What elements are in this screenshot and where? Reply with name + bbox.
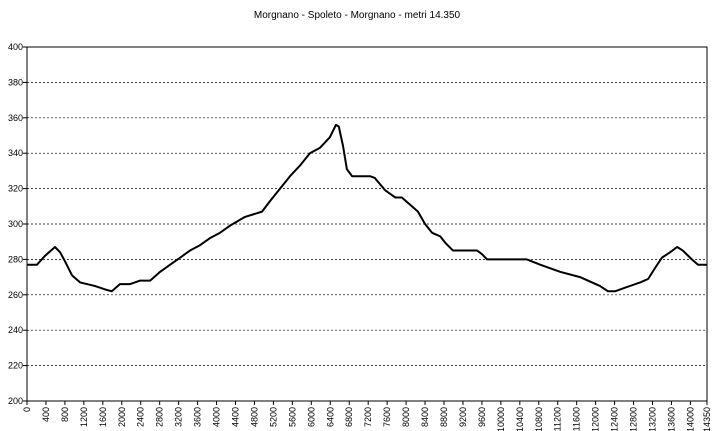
- x-tick-label: 2000: [117, 407, 127, 427]
- x-tick-label: 7200: [363, 407, 373, 427]
- x-tick-label: 12400: [610, 407, 620, 431]
- x-tick-label: 6400: [325, 407, 335, 427]
- x-tick-label: 8400: [420, 407, 430, 427]
- x-tick-label: 400: [41, 407, 51, 422]
- x-tick-label: 2400: [136, 407, 146, 427]
- x-tick-label: 10000: [496, 407, 506, 431]
- x-tick-label: 14000: [685, 407, 695, 431]
- x-tick-label: 14350: [702, 407, 712, 431]
- x-tick-label: 5600: [287, 407, 297, 427]
- x-tick-label: 7600: [382, 407, 392, 427]
- y-tick-label: 400: [8, 42, 23, 52]
- y-tick-label: 380: [8, 77, 23, 87]
- x-tick-label: 8800: [439, 407, 449, 427]
- x-tick-label: 4000: [212, 407, 222, 427]
- x-tick-label: 2800: [155, 407, 165, 427]
- y-tick-label: 280: [8, 254, 23, 264]
- x-tick-label: 1600: [98, 407, 108, 427]
- x-tick-label: 4800: [249, 407, 259, 427]
- x-tick-label: 13600: [666, 407, 676, 431]
- y-tick-label: 340: [8, 148, 23, 158]
- x-tick-label: 3600: [193, 407, 203, 427]
- x-tick-label: 12800: [629, 407, 639, 431]
- x-tick-label: 10400: [515, 407, 525, 431]
- x-tick-label: 13200: [648, 407, 658, 431]
- x-tick-label: 3200: [174, 407, 184, 427]
- x-tick-label: 6800: [344, 407, 354, 427]
- y-tick-label: 200: [8, 396, 23, 406]
- x-tick-label: 1200: [79, 407, 89, 427]
- x-tick-label: 6000: [306, 407, 316, 427]
- x-tick-label: 5200: [268, 407, 278, 427]
- x-tick-label: 12000: [591, 407, 601, 431]
- x-tick-label: 800: [60, 407, 70, 422]
- y-tick-label: 260: [8, 290, 23, 300]
- x-tick-label: 8000: [401, 407, 411, 427]
- y-tick-label: 320: [8, 184, 23, 194]
- y-tick-label: 240: [8, 325, 23, 335]
- x-tick-label: 11200: [553, 407, 563, 431]
- x-tick-label: 4400: [231, 407, 241, 427]
- line: [27, 123, 707, 293]
- y-tick-label: 220: [8, 361, 23, 371]
- y-tick-label: 360: [8, 113, 23, 123]
- x-tick-label: 9600: [477, 407, 487, 427]
- x-tick-label: 9200: [458, 407, 468, 427]
- x-tick-label: 0: [22, 407, 32, 412]
- x-tick-label: 10800: [534, 407, 544, 431]
- chart-title: Morgnano - Spoleto - Morgnano - metri 14…: [254, 10, 461, 21]
- y-tick-label: 300: [8, 219, 23, 229]
- plot-border: [26, 46, 708, 402]
- x-tick-label: 11600: [572, 407, 582, 431]
